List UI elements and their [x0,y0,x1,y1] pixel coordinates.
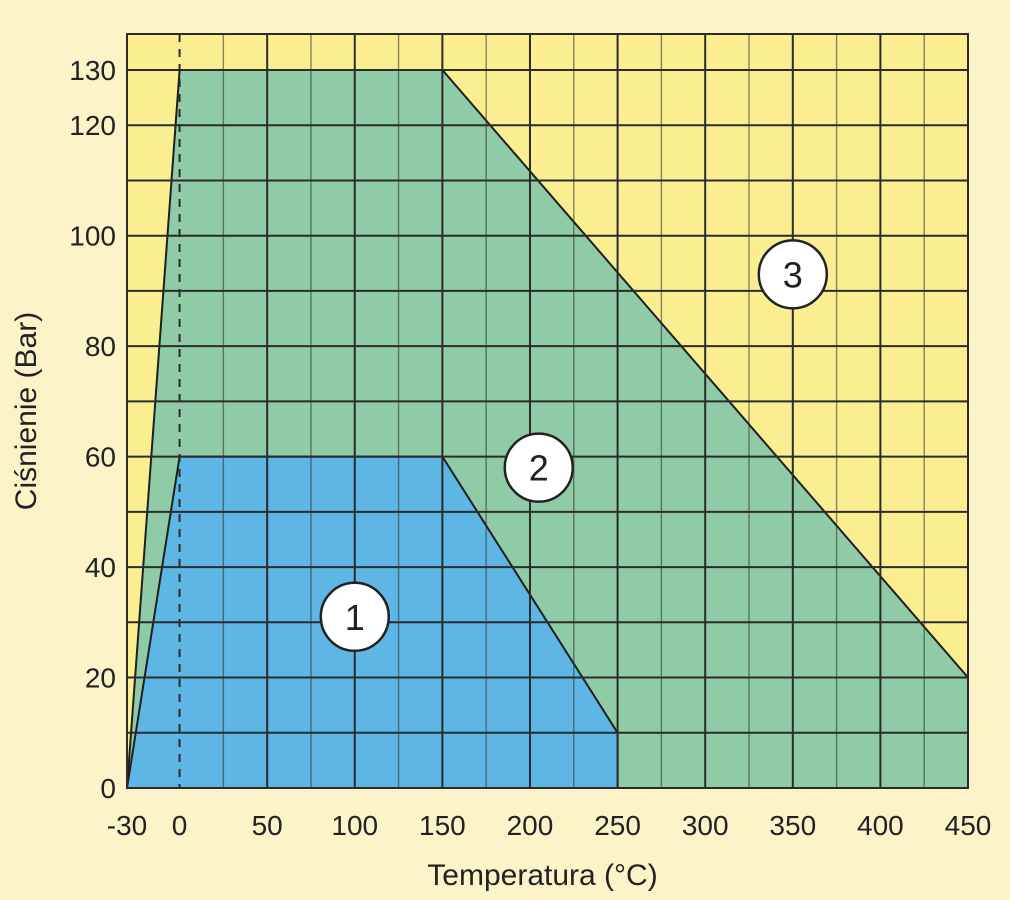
y-tick-label: 130 [69,55,116,86]
y-tick-label: 60 [85,442,116,473]
y-tick-label: 20 [85,663,116,694]
zone-2-label: 2 [529,448,549,489]
x-tick-label: -30 [107,810,147,841]
x-tick-label: 350 [769,810,816,841]
zone-2-marker [503,432,574,503]
x-tick-label: 0 [172,810,188,841]
y-tick-label: 80 [85,331,116,362]
x-tick-label: 450 [945,810,992,841]
y-tick-labels: 0 20 40 60 80 100 120 130 [69,55,116,804]
x-tick-label: 250 [594,810,641,841]
x-tick-labels: -30 0 50 100 150 200 250 300 350 400 450 [107,810,992,841]
x-tick-label: 200 [507,810,554,841]
zone-1-marker [319,581,391,653]
x-tick-label: 300 [682,810,729,841]
y-axis-title: Ciśnienie (Bar) [10,312,43,510]
y-tick-label: 120 [69,110,116,141]
x-tick-label: 400 [857,810,904,841]
plot-frame [126,33,969,789]
zone-1-label: 1 [345,597,365,638]
x-tick-label: 100 [331,810,378,841]
x-tick-label: 150 [419,810,466,841]
zone-labels: 3 2 1 [319,239,829,653]
zone-3-label: 3 [783,254,803,295]
zones-layer [125,34,969,789]
y-tick-label: 0 [100,773,116,804]
grid-layer [126,33,969,789]
y-tick-label: 40 [85,552,116,583]
x-tick-label: 50 [252,810,283,841]
y-tick-label: 100 [69,221,116,252]
x-axis-title: Temperatura (°C) [427,859,657,892]
zone-3-marker [757,239,829,310]
